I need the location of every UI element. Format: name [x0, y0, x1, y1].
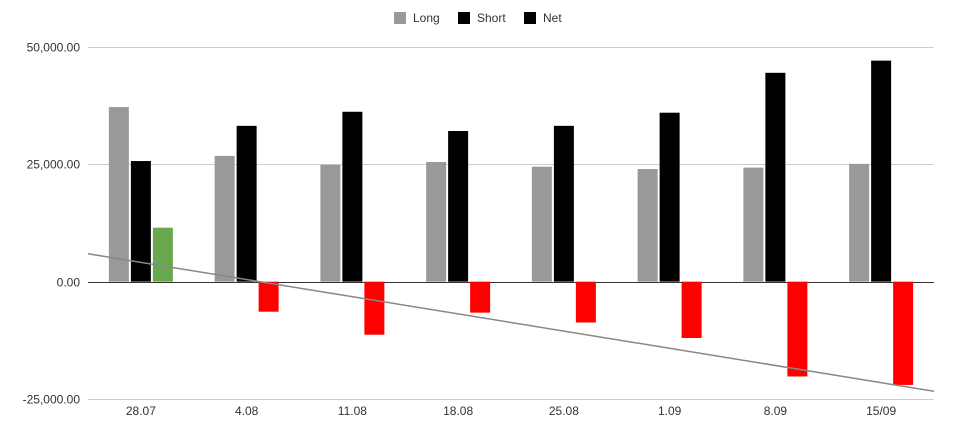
bar-short	[553, 125, 574, 282]
bar-long	[637, 169, 658, 282]
trendline	[87, 252, 935, 393]
bar-net	[893, 281, 914, 385]
bar-short	[342, 111, 363, 282]
bar-long	[743, 167, 764, 282]
bar-net	[787, 281, 808, 377]
bar-short	[130, 161, 151, 282]
legend-swatch-long	[394, 12, 406, 24]
legend-label-net: Net	[543, 11, 562, 25]
x-tick-label: 25.08	[549, 404, 579, 418]
x-tick-label: 15/09	[866, 404, 896, 418]
bar-long	[214, 155, 235, 282]
legend-label-short: Short	[477, 11, 506, 25]
legend-label-long: Long	[413, 11, 440, 25]
bar-net	[258, 281, 279, 312]
bar-net	[681, 281, 702, 338]
trendline-layer	[87, 252, 935, 393]
bar-short	[236, 125, 257, 282]
bar-net	[470, 281, 491, 313]
legend: Long Short Net	[394, 11, 562, 25]
bar-long	[531, 166, 552, 282]
bar-long	[426, 161, 447, 282]
bar-short	[659, 112, 680, 282]
bar-net	[575, 281, 596, 323]
bar-net	[364, 281, 385, 335]
bar-long	[108, 107, 129, 282]
legend-swatch-short	[458, 12, 470, 24]
bar-long	[849, 163, 870, 282]
x-tick-label: 18.08	[443, 404, 473, 418]
bars	[108, 60, 914, 385]
y-tick-label: 25,000.00	[27, 158, 81, 172]
y-tick-label: 50,000.00	[27, 41, 81, 55]
bar-net	[152, 227, 173, 282]
x-tick-label: 8.09	[764, 404, 788, 418]
bar-short	[765, 72, 786, 282]
x-tick-label: 11.08	[338, 404, 367, 418]
x-tick-label: 1.09	[658, 404, 682, 418]
bar-short	[448, 131, 469, 282]
x-tick-label: 4.08	[235, 404, 259, 418]
y-tick-label: -25,000.00	[23, 393, 81, 407]
legend-swatch-net	[524, 12, 536, 24]
y-tick-label: 0.00	[57, 276, 81, 290]
x-axis-ticks: 28.07 4.08 11.08 18.08 25.08 1.09 8.09 15/09	[126, 404, 897, 418]
y-axis-ticks: 50,000.00 25,000.00 0.00 -25,000.00	[23, 41, 81, 407]
x-tick-label: 28.07	[126, 404, 156, 418]
bar-long	[320, 164, 341, 282]
bar-short	[871, 60, 892, 282]
